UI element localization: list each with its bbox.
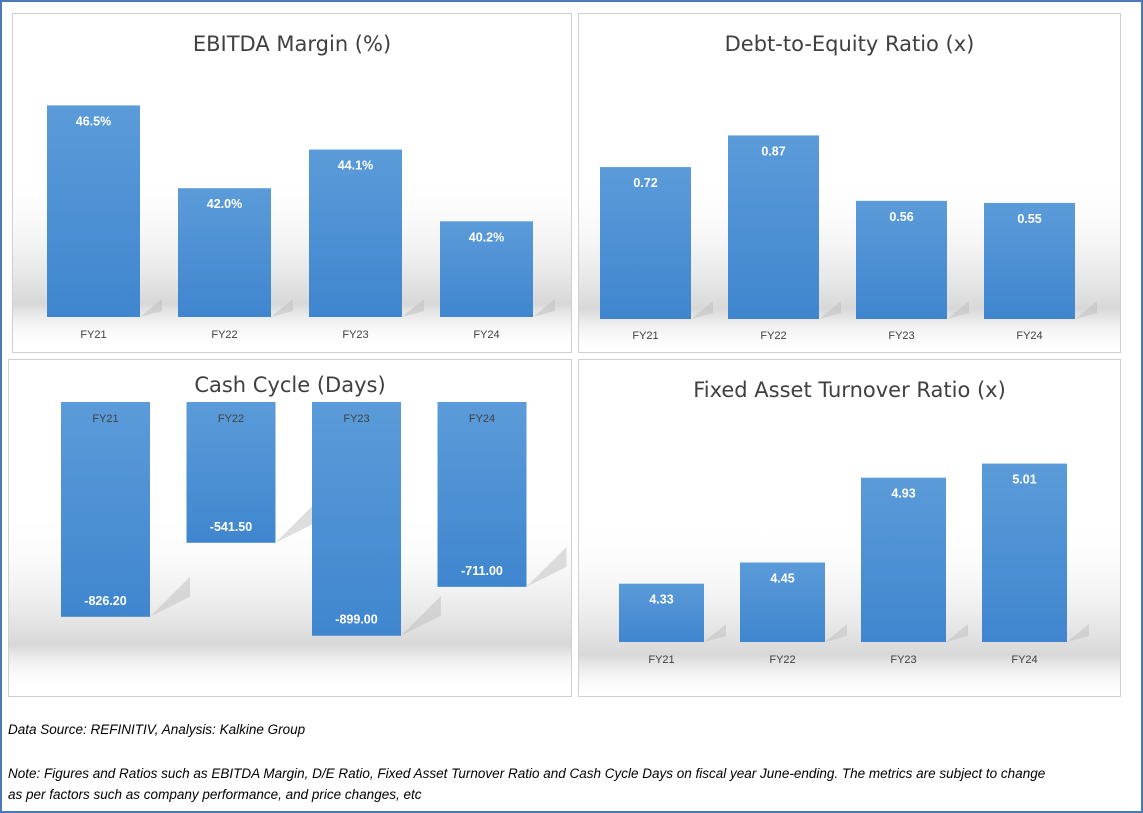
bar-fy23	[309, 149, 402, 317]
category-label: FY23	[888, 330, 914, 342]
bar-shadow	[401, 595, 441, 636]
bar-shadow	[150, 576, 190, 617]
bar-shadow	[140, 299, 162, 317]
bar-fy22	[728, 135, 819, 319]
category-label: FY21	[632, 330, 658, 342]
bar-shadow	[533, 299, 555, 317]
data-label: 0.72	[633, 176, 657, 190]
data-label: 40.2%	[469, 230, 504, 244]
bar-fy24	[440, 221, 533, 317]
cash-cycle-chart: Cash Cycle (Days) -826.20 FY21 -541.50 FY22…	[8, 359, 572, 697]
data-label: -826.20	[84, 594, 126, 608]
data-label: -541.50	[210, 520, 252, 534]
bar-fy24	[437, 402, 527, 587]
bar-shadow	[819, 301, 841, 319]
chart-plot: -826.20 FY21 -541.50 FY22 -899.00 FY23 -711.00…	[9, 402, 571, 690]
category-label: FY23	[890, 654, 916, 666]
bar-fy21	[61, 402, 150, 617]
fixed-asset-turnover-chart: Fixed Asset Turnover Ratio (x) 4.33 FY21 4…	[578, 359, 1121, 697]
category-label: FY24	[469, 413, 495, 425]
data-label: 42.0%	[207, 197, 242, 211]
bar-fy24	[984, 202, 1075, 319]
chart-title: EBITDA Margin (%)	[192, 32, 392, 56]
category-label: FY23	[342, 329, 368, 341]
bar-shadow	[691, 301, 713, 319]
data-label: -899.00	[335, 613, 377, 627]
data-label: 5.01	[1012, 473, 1036, 487]
category-label: FY22	[769, 654, 795, 666]
bar-fy23	[861, 477, 946, 642]
bar-fy21	[600, 167, 691, 319]
note-line-1: Note: Figures and Ratios such as EBITDA …	[8, 766, 1046, 781]
debt-to-equity-chart: Debt-to-Equity Ratio (x) 0.72 FY21 0.87 FY2…	[578, 13, 1121, 353]
data-label: 0.55	[1017, 212, 1041, 226]
category-label: FY22	[211, 329, 237, 341]
category-label: FY21	[92, 413, 118, 425]
note-line-2: as per factors such as company performan…	[8, 787, 422, 802]
category-label: FY21	[80, 329, 106, 341]
bar-fy22	[186, 402, 276, 543]
bar-shadow	[271, 299, 293, 317]
data-label: 44.1%	[338, 159, 373, 173]
data-label: -711.00	[461, 564, 503, 578]
data-label: 0.87	[761, 144, 785, 158]
bar-fy23	[856, 200, 947, 319]
chart-title: Fixed Asset Turnover Ratio (x)	[693, 378, 1006, 402]
bar-fy22	[178, 188, 271, 317]
bar-fy21	[47, 105, 140, 318]
bar-shadow	[704, 624, 726, 642]
chart-plot: 4.33 FY21 4.45 FY22 4.93 FY23 5.01 FY24	[579, 463, 1120, 696]
data-label: 4.45	[770, 572, 794, 586]
bar-shadow	[275, 502, 316, 543]
chart-plot: 0.72 FY21 0.87 FY22 0.56 FY23 0.55 FY24	[579, 135, 1120, 352]
bar-shadow	[1067, 624, 1089, 642]
data-label: 0.56	[889, 210, 913, 224]
bar-shadow	[526, 546, 567, 587]
category-label: FY24	[1016, 330, 1042, 342]
category-label: FY22	[760, 330, 786, 342]
chart-plot: 46.5% FY21 42.0% FY22 44.1% FY23 40.2% FY24	[13, 105, 571, 349]
ebitda-margin-chart: EBITDA Margin (%) 46.5% FY21 42.0% FY22 44.1…	[12, 13, 572, 353]
category-label: FY22	[218, 413, 244, 425]
bar-shadow	[946, 624, 968, 642]
category-label: FY21	[648, 654, 674, 666]
bar-shadow	[1075, 301, 1097, 319]
bar-fy23	[312, 402, 401, 636]
category-label: FY24	[1011, 654, 1037, 666]
data-label: 46.5%	[76, 114, 111, 128]
chart-title: Debt-to-Equity Ratio (x)	[724, 32, 975, 56]
bar-shadow	[947, 301, 969, 319]
bar-fy24	[982, 463, 1067, 642]
data-label: 4.33	[649, 593, 673, 607]
category-label: FY24	[473, 329, 499, 341]
chart-title: Cash Cycle (Days)	[194, 373, 386, 397]
bar-fy22	[740, 562, 825, 642]
data-label: 4.93	[891, 487, 915, 501]
bar-fy21	[619, 583, 704, 642]
bar-shadow	[825, 624, 847, 642]
data-source-text: Data Source: REFINITIV, Analysis: Kalkin…	[8, 722, 306, 737]
bar-shadow	[402, 299, 424, 317]
category-label: FY23	[343, 413, 369, 425]
